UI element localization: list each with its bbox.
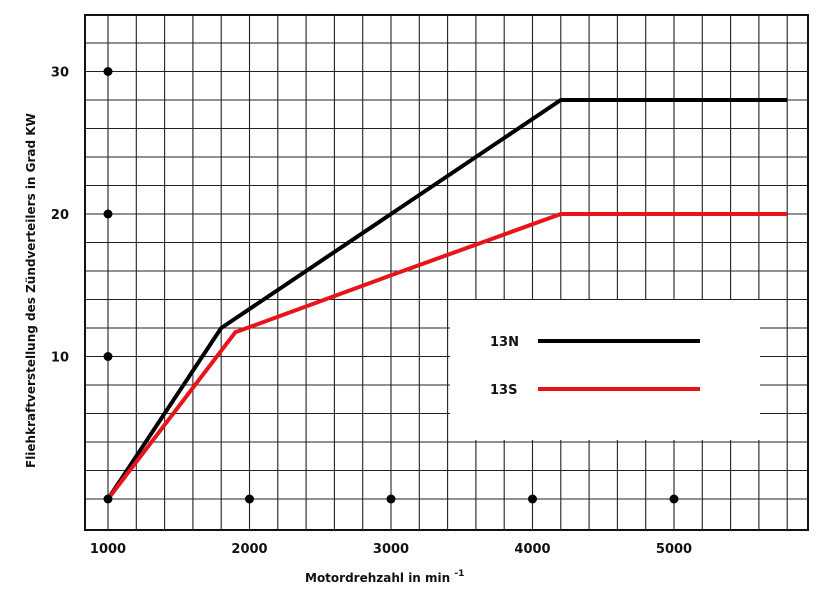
series-line-13n [106,98,788,501]
series-line-13s [106,212,788,501]
plot-frame [84,14,809,531]
axis-markers [103,67,679,504]
origin-marker-dot [103,494,113,504]
y-marker-dot [103,67,113,76]
x-tick-label: 5000 [656,542,692,557]
x-tick-labels: 1000 2000 3000 4000 5000 [90,542,692,557]
x-tick-label: 4000 [514,542,550,557]
x-marker-dot [386,494,396,504]
legend-label-13n: 13N [490,335,519,350]
y-tick-label: 10 [51,351,69,366]
x-marker-dot [245,494,254,504]
x-axis-title-text: Motordrehzahl in min [305,571,450,585]
y-marker-dot [103,209,113,219]
x-tick-label: 2000 [231,542,267,557]
x-marker-dot [528,494,537,504]
legend: 13N 13S [490,335,700,398]
legend-label-13s: 13S [490,383,517,398]
y-tick-label: 30 [51,66,69,81]
y-axis-title: Fliehkraftverstellung des Zündverteilers… [24,113,38,468]
y-tick-label: 20 [51,208,69,223]
y-marker-dot [103,352,113,361]
x-tick-label: 3000 [373,542,409,557]
legend-box [450,300,760,440]
series-layer [106,98,788,501]
y-tick-labels: 10 20 30 [51,66,69,366]
x-marker-dot [669,494,679,504]
x-tick-label: 1000 [90,542,126,557]
x-axis-title-superscript: -1 [454,569,464,579]
x-axis-title: Motordrehzahl in min -1 [305,569,464,585]
